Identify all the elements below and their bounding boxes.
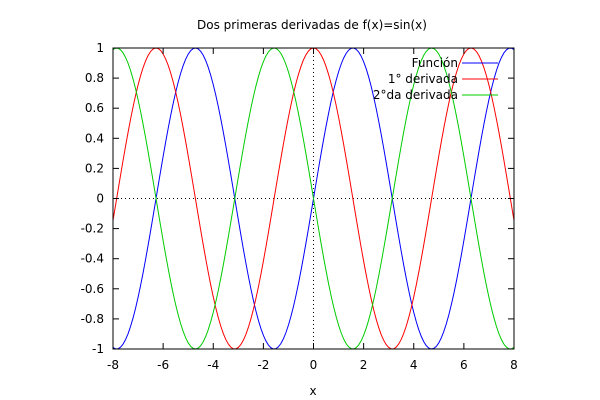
legend-label: Función <box>412 56 458 70</box>
x-tick-label: 8 <box>510 358 518 372</box>
y-tick-label: 0.4 <box>85 131 104 145</box>
y-tick-label: 0.8 <box>85 71 104 85</box>
y-tick-label: 1 <box>96 41 104 55</box>
x-tick-label: 2 <box>360 358 368 372</box>
x-ticks: -8 -6 -4 -2 0 2 4 6 8 <box>107 48 518 372</box>
x-tick-label: 0 <box>310 358 318 372</box>
y-tick-label: 0 <box>96 192 104 206</box>
x-tick-label: 4 <box>410 358 418 372</box>
y-tick-label: 0.2 <box>85 161 104 175</box>
y-tick-label: 0.6 <box>85 101 104 115</box>
x-tick-label: -2 <box>257 358 269 372</box>
y-ticks: -1 -0.8 -0.6 -0.4 -0.2 0 0.2 0.4 0.6 0.8 1 <box>81 41 514 356</box>
legend-label: 1° derivada <box>388 72 458 86</box>
y-tick-label: -0.6 <box>81 282 104 296</box>
x-tick-label: -8 <box>107 358 119 372</box>
legend: Función 1° derivada 2°da derivada <box>373 56 498 102</box>
chart-title: Dos primeras derivadas de f(x)=sin(x) <box>197 18 427 32</box>
y-tick-label: -1 <box>92 342 104 356</box>
y-tick-label: -0.4 <box>81 252 104 266</box>
x-axis-label: x <box>309 384 316 398</box>
x-tick-label: -4 <box>207 358 219 372</box>
y-tick-label: -0.8 <box>81 312 104 326</box>
legend-label: 2°da derivada <box>373 88 458 102</box>
series-line-3 <box>112 47 515 350</box>
x-tick-label: -6 <box>157 358 169 372</box>
x-tick-label: 6 <box>460 358 468 372</box>
y-tick-label: -0.2 <box>81 222 104 236</box>
